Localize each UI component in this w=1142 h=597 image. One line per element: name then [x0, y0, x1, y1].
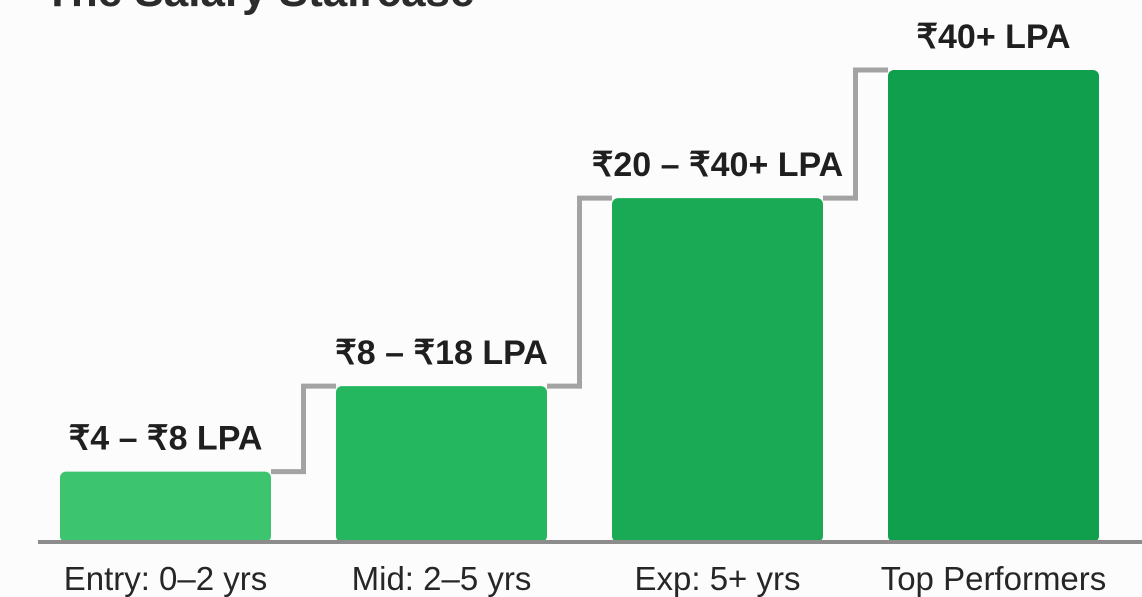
step-connector: [271, 383, 336, 475]
bar-3: [612, 198, 823, 542]
bar-value-label: ₹40+ LPA: [916, 18, 1070, 56]
category-label: Mid: 2–5 yrs: [352, 560, 532, 597]
bar-2: [336, 386, 547, 542]
bar-value-label: ₹8 – ₹18 LPA: [335, 334, 548, 372]
step-connector: [823, 67, 888, 201]
step-connectors: [271, 67, 888, 475]
category-labels: Entry: 0–2 yrs Mid: 2–5 yrs Exp: 5+ yrs Top…: [64, 560, 1107, 597]
value-labels: ₹4 – ₹8 LPA ₹8 – ₹18 LPA ₹20 – ₹40+ LPA ₹40…: [69, 18, 1071, 458]
step-connector: [547, 195, 612, 389]
category-label: Top Performers: [881, 560, 1107, 597]
chart-title: The Salary Staircase: [44, 0, 474, 16]
bar-1: [60, 471, 271, 542]
bar-4: [888, 70, 1099, 542]
bar-value-label: ₹4 – ₹8 LPA: [69, 420, 263, 458]
category-label: Exp: 5+ yrs: [635, 560, 801, 597]
bars-layer: [60, 70, 1099, 542]
category-label: Entry: 0–2 yrs: [64, 560, 268, 597]
bar-value-label: ₹20 – ₹40+ LPA: [592, 146, 843, 184]
